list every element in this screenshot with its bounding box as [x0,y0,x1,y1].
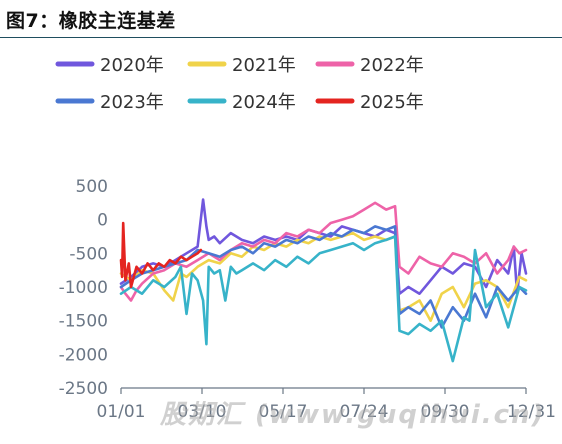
figure-title: 图7：橡胶主连基差 [6,10,176,32]
title-bar: 图7：橡胶主连基差 [0,0,562,38]
x-axis [120,387,527,394]
legend-label-3: 2023年 [100,92,164,113]
legend-label-1: 2021年 [232,55,296,76]
series-line-4 [119,235,528,363]
series-line-5 [119,221,203,289]
legend-label-2: 2022年 [360,55,424,76]
x-tick-label-3: 07/24 [340,402,389,422]
x-axis-ticks: 01/01 03/10 05/17 07/24 09/30 12/31 [97,402,557,422]
legend-label-4: 2024年 [232,92,296,113]
series-line-1 [119,231,528,323]
y-tick-label-0: 500 [76,177,108,197]
x-tick-label-0: 01/01 [97,402,146,422]
x-tick-label-4: 09/30 [421,402,470,422]
legend-label-5: 2025年 [360,92,424,113]
y-tick-label-6: -2500 [59,379,108,399]
y-tick-label-4: -1500 [59,312,108,332]
y-axis-ticks: 500 0 -500 -1000 -1500 -2000 -2500 [59,177,108,399]
chart-series-lines [119,198,528,363]
x-tick-label-1: 03/10 [178,402,227,422]
chart-legend: 2020年 2021年 2022年 2023年 2024年 2025年 [55,55,424,113]
y-tick-label-3: -1000 [59,278,108,298]
watermark: 股期汇 (www.guqihui.cn) [160,400,546,430]
legend-label-0: 2020年 [100,55,164,76]
x-tick-label-2: 05/17 [259,402,308,422]
y-tick-label-1: 0 [97,211,108,231]
x-tick-label-5: 12/31 [507,402,556,422]
y-tick-label-2: -500 [69,244,108,264]
y-tick-label-5: -2000 [59,345,108,365]
